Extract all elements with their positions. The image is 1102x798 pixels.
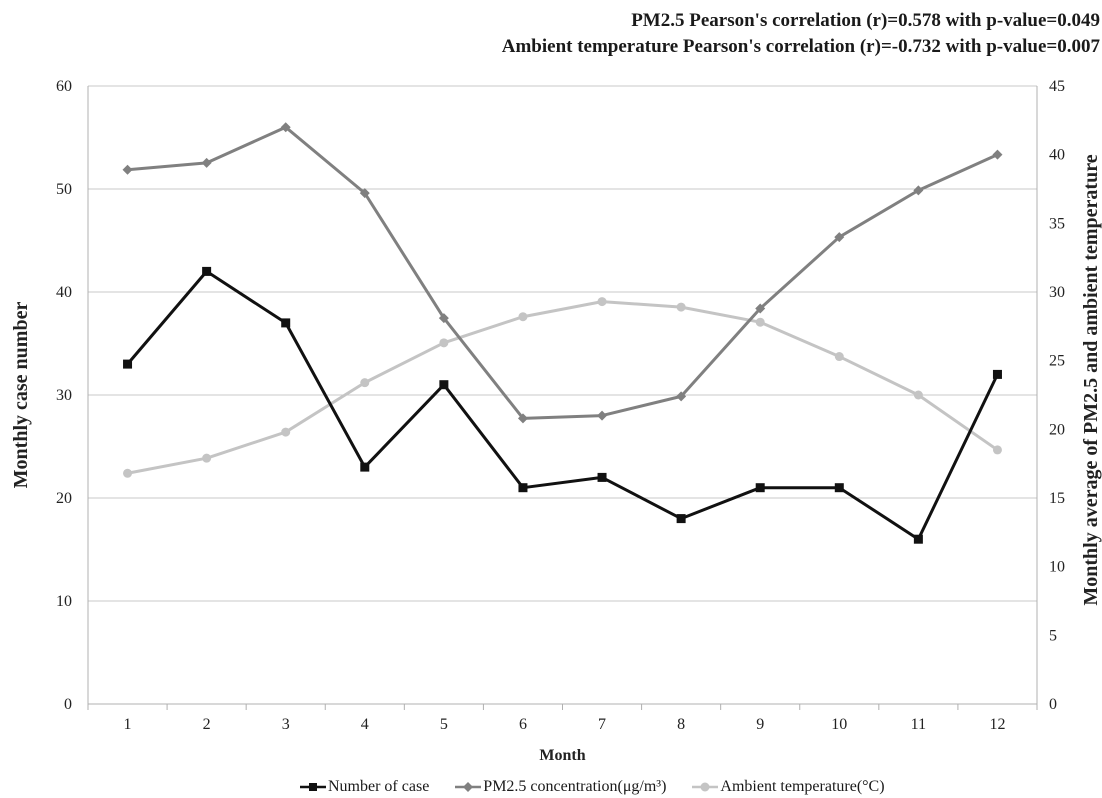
x-tick-label: 5 — [440, 716, 448, 733]
y-left-tick-label: 10 — [56, 593, 72, 610]
data-point-temperature — [755, 317, 765, 327]
x-tick-label: 7 — [598, 716, 606, 733]
data-point-pm25 — [755, 303, 766, 314]
data-point-cases — [518, 483, 528, 493]
data-point-cases — [281, 318, 291, 328]
x-tick-label: 8 — [677, 716, 685, 733]
diamond-marker-icon — [455, 782, 482, 792]
data-point-temperature — [597, 297, 607, 307]
data-point-cases — [439, 380, 449, 390]
series-line-0 — [126, 269, 999, 541]
series-line-2 — [127, 300, 999, 475]
data-point-cases — [834, 483, 844, 493]
y-right-tick-label: 10 — [1049, 559, 1065, 576]
data-point-pm25 — [913, 185, 924, 196]
y-right-tick-label: 20 — [1049, 421, 1065, 438]
data-point-cases — [360, 462, 370, 472]
series-line-1 — [127, 125, 999, 420]
y-left-tick-label: 20 — [56, 490, 72, 507]
data-point-pm25 — [517, 413, 528, 424]
y-left-tick-label: 50 — [56, 181, 72, 198]
data-point-temperature — [518, 312, 528, 322]
square-marker-icon — [300, 783, 326, 791]
x-tick-label: 11 — [911, 716, 926, 733]
x-tick-label: 4 — [361, 716, 369, 733]
legend-label-pm25: PM2.5 concentration(μg/m³) — [483, 778, 667, 795]
data-point-cases — [202, 266, 212, 276]
data-point-pm25 — [201, 157, 212, 168]
data-point-pm25 — [438, 313, 449, 324]
data-point-temperature — [202, 453, 212, 463]
data-point-pm25 — [992, 149, 1003, 160]
data-point-pm25 — [359, 188, 370, 199]
x-tick-label: 6 — [519, 716, 527, 733]
y-right-tick-label: 25 — [1049, 353, 1065, 370]
data-point-cases — [755, 483, 765, 493]
data-point-cases — [676, 514, 686, 524]
title-line-1: PM2.5 Pearson's correlation (r)=0.578 wi… — [631, 10, 1100, 31]
legend-item-pm25: PM2.5 concentration(μg/m³) — [455, 778, 666, 796]
x-tick-label: 9 — [756, 716, 764, 733]
y-right-tick-label: 5 — [1049, 627, 1057, 644]
data-point-temperature — [123, 468, 133, 478]
legend: Number of case PM2.5 concentration(μg/m³… — [300, 776, 1100, 798]
data-point-pm25 — [280, 122, 291, 133]
legend-item-temperature: Ambient temperature(°C) — [692, 778, 885, 796]
x-tick-label: 3 — [282, 716, 290, 733]
data-point-pm25 — [597, 410, 608, 421]
y-left-tick-label: 60 — [56, 78, 72, 95]
x-tick-label: 2 — [203, 716, 211, 733]
x-tick-label: 10 — [831, 716, 847, 733]
y-left-tick-label: 30 — [56, 387, 72, 404]
data-point-temperature — [992, 445, 1002, 455]
y-right-tick-label: 15 — [1049, 490, 1065, 507]
legend-item-cases: Number of case — [300, 778, 429, 796]
line-chart: 1 2 3 4 5 6 7 8 9 10 11 120102030405060051015202530… — [10, 78, 1102, 764]
y-left-tick-label: 0 — [64, 696, 72, 713]
y-axis-left-title: Monthly case number — [10, 302, 32, 489]
y-right-tick-label: 40 — [1049, 147, 1065, 164]
data-point-cases — [597, 472, 607, 482]
circle-marker-icon — [692, 782, 719, 792]
data-point-temperature — [676, 302, 686, 312]
data-point-pm25 — [122, 164, 133, 175]
data-point-cases — [123, 359, 133, 369]
legend-label-cases: Number of case — [328, 778, 430, 795]
data-point-temperature — [834, 352, 844, 362]
data-point-temperature — [439, 338, 449, 348]
chart-title: PM2.5 Pearson's correlation (r)=0.578 wi… — [200, 8, 1100, 60]
title-line-2: Ambient temperature Pearson's correlatio… — [501, 36, 1100, 57]
legend-label-temperature: Ambient temperature(°C) — [720, 778, 885, 795]
y-axis-right-title: Monthly average of PM2.5 and ambient tem… — [1080, 154, 1102, 605]
data-point-cases — [992, 369, 1002, 379]
data-point-cases — [913, 534, 923, 544]
y-right-tick-label: 45 — [1049, 78, 1065, 95]
x-tick-label: 12 — [989, 716, 1005, 733]
data-point-pm25 — [834, 232, 845, 243]
y-right-tick-label: 30 — [1049, 284, 1065, 301]
data-point-temperature — [281, 427, 291, 437]
y-left-tick-label: 40 — [56, 284, 72, 301]
x-tick-label: 1 — [124, 716, 132, 733]
x-axis-title: Month — [539, 747, 585, 764]
data-point-temperature — [913, 390, 923, 400]
data-point-pm25 — [676, 391, 687, 402]
y-right-tick-label: 0 — [1049, 696, 1057, 713]
data-point-temperature — [360, 378, 370, 388]
y-right-tick-label: 35 — [1049, 215, 1065, 232]
